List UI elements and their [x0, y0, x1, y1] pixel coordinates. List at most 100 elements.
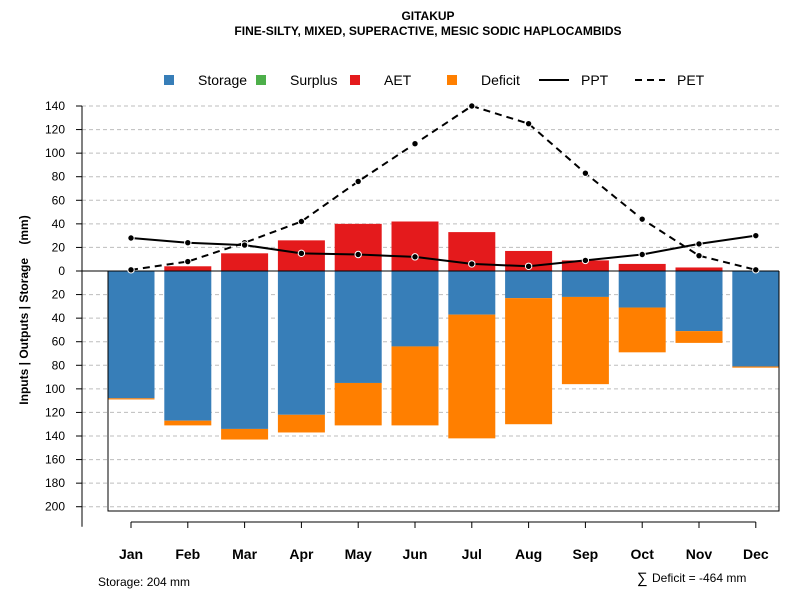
- deficit-bar-aug: [505, 298, 553, 425]
- y-tick-label: 100: [45, 146, 65, 160]
- sum-symbol: ∑: [637, 570, 648, 587]
- pet-point-jul: [468, 102, 476, 110]
- storage-bar-may: [334, 271, 382, 383]
- month-label-apr: Apr: [289, 546, 314, 562]
- month-label-may: May: [345, 546, 372, 562]
- plot-frame: [82, 270, 780, 512]
- storage-bar-jun: [391, 271, 439, 347]
- y-tick-label: 80: [52, 358, 66, 372]
- ppt-legend-label: PPT: [581, 72, 609, 88]
- deficit-bar-dec: [732, 366, 780, 368]
- aet-bar-nov: [675, 267, 723, 271]
- month-label-jul: Jul: [462, 546, 482, 562]
- storage-bar-apr: [277, 271, 325, 415]
- storage-bar-nov: [675, 271, 723, 332]
- y-tick-label: 60: [52, 335, 66, 349]
- y-axis: 1401201008060402002040608010012014016018…: [45, 99, 83, 527]
- storage-footnote: Storage: 204 mm: [98, 575, 190, 589]
- storage-bar-oct: [618, 271, 666, 308]
- deficit-bar-jul: [448, 314, 496, 439]
- aet-legend-label: AET: [384, 72, 412, 88]
- deficit-bar-feb: [164, 420, 212, 426]
- series-lines: [127, 102, 760, 274]
- storage-legend-label: Storage: [198, 72, 247, 88]
- pet-point-aug: [524, 119, 533, 128]
- aet-bar-feb: [164, 266, 212, 271]
- y-axis-label: Inputs | Outputs | Storage (mm): [17, 215, 31, 404]
- storage-legend-swatch: [164, 75, 174, 85]
- storage-bar-mar: [221, 271, 269, 429]
- pet-point-nov: [695, 251, 703, 260]
- aet-bar-jun: [391, 221, 439, 271]
- deficit-bar-apr: [277, 414, 325, 433]
- y-tick-label: 40: [52, 311, 66, 325]
- ppt-point-jun: [411, 253, 419, 261]
- aet-bar-mar: [221, 253, 269, 271]
- deficit-bar-nov: [675, 331, 723, 343]
- month-label-jun: Jun: [403, 546, 428, 562]
- pet-point-feb: [184, 257, 192, 266]
- deficit-bar-jan: [107, 398, 155, 400]
- storage-bar-aug: [505, 271, 553, 299]
- y-tick-label: 140: [45, 99, 65, 113]
- pet-point-jan: [127, 266, 135, 274]
- surplus-legend-swatch: [256, 75, 266, 85]
- storage-bar-sep: [561, 271, 609, 297]
- y-tick-label: 80: [52, 170, 66, 184]
- x-axis: Jan Feb Mar Apr May Jun Jul Aug Sep Oct Nov Dec: [119, 521, 769, 562]
- y-tick-label: 20: [52, 288, 66, 302]
- ppt-point-sep: [581, 256, 590, 265]
- ppt-point-may: [354, 250, 362, 259]
- pet-point-jun: [411, 140, 419, 148]
- month-label-dec: Dec: [743, 546, 769, 562]
- pet-point-may: [354, 177, 362, 186]
- month-label-sep: Sep: [573, 546, 599, 562]
- ppt-point-nov: [695, 240, 703, 248]
- storage-bar-jan: [107, 271, 155, 399]
- deficit-legend-swatch: [447, 75, 457, 85]
- aet-bar-sep: [561, 260, 609, 271]
- ppt-line: [130, 234, 756, 268]
- aet-bar-may: [334, 223, 382, 271]
- month-label-nov: Nov: [686, 546, 713, 562]
- y-tick-label: 60: [52, 193, 66, 207]
- ppt-point-dec: [752, 231, 760, 240]
- pet-point-oct: [638, 215, 646, 223]
- storage-box: [107, 271, 780, 512]
- deficit-bar-mar: [221, 428, 269, 440]
- y-tick-label: 200: [45, 500, 65, 514]
- y-tick-label: 140: [45, 429, 65, 443]
- y-tick-label: 20: [52, 240, 66, 254]
- y-tick-label: 180: [45, 476, 65, 490]
- ppt-point-feb: [184, 239, 192, 247]
- month-label-feb: Feb: [175, 546, 200, 562]
- pet-point-apr: [297, 217, 306, 226]
- y-tick-label: 120: [45, 123, 65, 137]
- aet-legend-swatch: [350, 75, 360, 85]
- storage-bar-jul: [448, 271, 496, 315]
- month-label-jan: Jan: [119, 546, 143, 562]
- deficit-bar-sep: [561, 296, 609, 385]
- pet-line: [130, 104, 757, 271]
- aet-bar-oct: [618, 263, 666, 271]
- ppt-point-jul: [468, 260, 476, 268]
- storage-bar-dec: [732, 271, 780, 367]
- ppt-point-mar: [240, 241, 249, 249]
- chart-subtitle: FINE-SILTY, MIXED, SUPERACTIVE, MESIC SO…: [234, 24, 621, 38]
- ppt-point-jan: [127, 234, 135, 242]
- y-tick-label: 100: [45, 382, 65, 396]
- surplus-legend-label: Surplus: [290, 72, 337, 88]
- pet-legend-label: PET: [677, 72, 705, 88]
- y-tick-label: 0: [58, 264, 65, 278]
- deficit-bar-may: [334, 382, 382, 426]
- y-tick-label: 160: [45, 453, 65, 467]
- deficit-bar-jun: [391, 346, 439, 426]
- deficit-legend-label: Deficit: [481, 72, 520, 88]
- legend: Storage Surplus AET Deficit PPT PET: [164, 72, 705, 88]
- y-tick-label: 120: [45, 405, 65, 419]
- y-tick-label: 40: [52, 217, 66, 231]
- month-label-aug: Aug: [515, 546, 542, 562]
- bars: [107, 221, 780, 440]
- ppt-point-aug: [524, 262, 533, 270]
- pet-point-sep: [581, 169, 590, 177]
